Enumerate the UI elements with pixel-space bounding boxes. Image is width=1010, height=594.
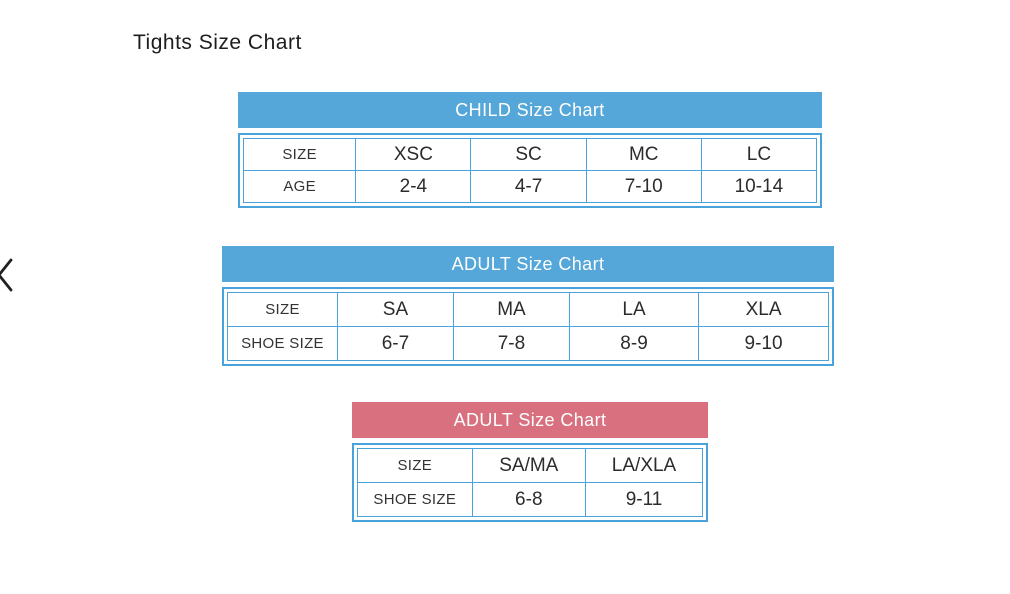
value-cell: 10-14: [700, 170, 818, 203]
value-cell: 6-8: [471, 482, 587, 517]
value-cell: SA/MA: [471, 448, 587, 483]
value-cell: LC: [700, 138, 818, 171]
table-row: SHOE SIZE 6-7 7-8 8-9 9-10: [227, 326, 829, 361]
value-cell: 4-7: [470, 170, 587, 203]
table-header: ADULT Size Chart: [222, 246, 834, 282]
adult-size-chart-table: ADULT Size Chart SIZE SA MA LA XLA SHOE …: [222, 246, 834, 366]
value-cell: 8-9: [568, 326, 700, 361]
value-cell: MC: [585, 138, 702, 171]
row-label-cell: SIZE: [242, 138, 357, 171]
table-body: SIZE SA MA LA XLA SHOE SIZE 6-7 7-8 8-9 …: [222, 287, 834, 366]
row-label-cell: SHOE SIZE: [357, 482, 473, 517]
value-cell: XLA: [698, 292, 829, 327]
row-label-cell: SIZE: [357, 448, 473, 483]
row-label-cell: SHOE SIZE: [227, 326, 338, 361]
value-cell: XSC: [355, 138, 472, 171]
chevron-left-icon: [0, 258, 13, 292]
row-label-cell: AGE: [242, 170, 357, 203]
table-header: ADULT Size Chart: [352, 402, 708, 438]
page-title: Tights Size Chart: [133, 31, 302, 54]
child-size-chart-table: CHILD Size Chart SIZE XSC SC MC LC AGE 2…: [238, 92, 822, 208]
table-header: CHILD Size Chart: [238, 92, 822, 128]
table-row: AGE 2-4 4-7 7-10 10-14: [242, 170, 818, 203]
adult-combined-size-chart-table: ADULT Size Chart SIZE SA/MA LA/XLA SHOE …: [352, 402, 708, 522]
table-row: SHOE SIZE 6-8 9-11: [357, 482, 703, 517]
value-cell: SC: [470, 138, 587, 171]
table-row: SIZE XSC SC MC LC: [242, 138, 818, 171]
value-cell: MA: [452, 292, 570, 327]
table-row: SIZE SA/MA LA/XLA: [357, 448, 703, 483]
carousel-prev-button[interactable]: [0, 256, 15, 294]
value-cell: 6-7: [336, 326, 454, 361]
value-cell: 9-11: [585, 482, 703, 517]
table-body: SIZE SA/MA LA/XLA SHOE SIZE 6-8 9-11: [352, 443, 708, 522]
value-cell: 9-10: [698, 326, 829, 361]
value-cell: 7-8: [452, 326, 570, 361]
value-cell: 2-4: [355, 170, 472, 203]
table-row: SIZE SA MA LA XLA: [227, 292, 829, 327]
value-cell: LA: [568, 292, 700, 327]
value-cell: SA: [336, 292, 454, 327]
value-cell: LA/XLA: [585, 448, 703, 483]
table-body: SIZE XSC SC MC LC AGE 2-4 4-7 7-10 10-14: [238, 133, 822, 208]
value-cell: 7-10: [585, 170, 702, 203]
row-label-cell: SIZE: [227, 292, 338, 327]
